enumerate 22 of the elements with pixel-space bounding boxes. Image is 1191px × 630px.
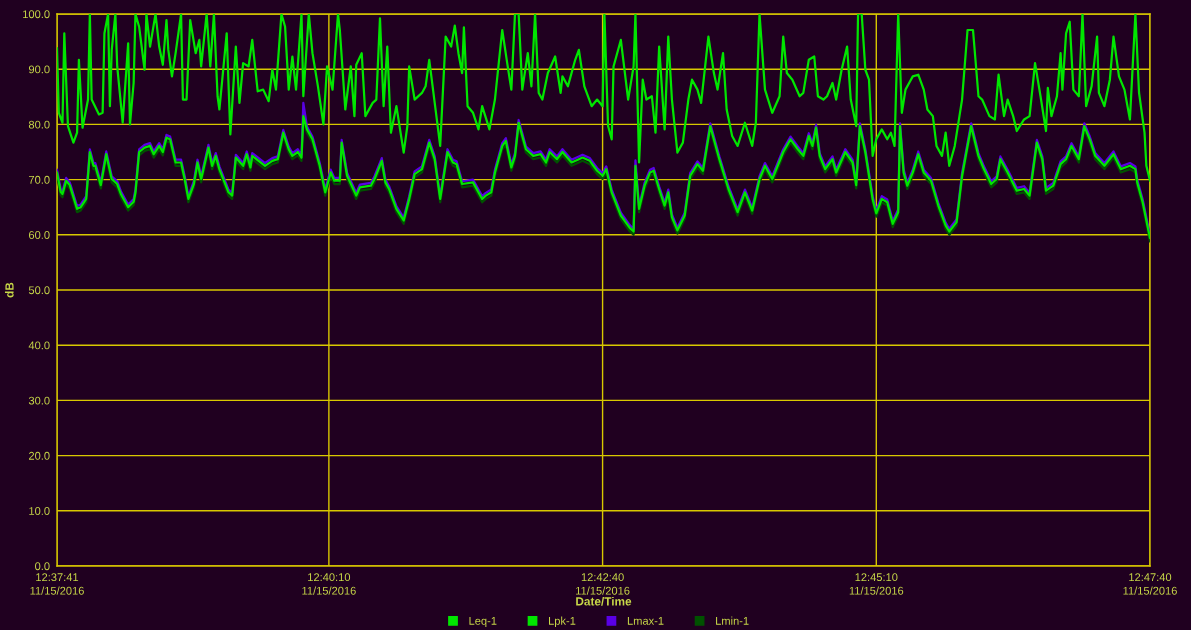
- x-tick-label: 12:40:10 11/15/2016: [302, 573, 356, 595]
- y-tick-label: 10.0: [29, 507, 50, 515]
- y-tick-label: 70.0: [29, 175, 50, 184]
- legend-label: Leq-1: [469, 617, 497, 627]
- y-tick-label: 100.0: [23, 10, 50, 19]
- legend-label: Lmin-1: [716, 616, 749, 625]
- y-tick-label: 60.0: [29, 231, 50, 239]
- x-tick-label: 12:42:40 11/15/2016: [576, 573, 630, 595]
- x-tick-label: 12:47:40 11/15/2016: [1123, 573, 1177, 595]
- y-tick-label: 90.0: [28, 65, 50, 74]
- legend-label: Lpk-1: [549, 616, 576, 627]
- legend-label: Lmax-1: [627, 617, 664, 625]
- x-tick-label: 12:37:41 11/15/2016: [30, 573, 84, 595]
- y-tick-label: 40.0: [28, 341, 50, 350]
- y-tick-label: 20.0: [28, 451, 50, 460]
- y-tick-label: 50.0: [28, 286, 50, 295]
- y-tick-label: 80.0: [28, 120, 50, 129]
- y-tick-label: 0.0: [35, 562, 50, 571]
- y-tick-label: 30.0: [28, 396, 50, 405]
- y-axis-title: dB: [5, 282, 14, 298]
- x-axis-title: Date/Time: [576, 596, 632, 606]
- x-tick-label: 12:45:10 11/15/2016: [849, 573, 904, 595]
